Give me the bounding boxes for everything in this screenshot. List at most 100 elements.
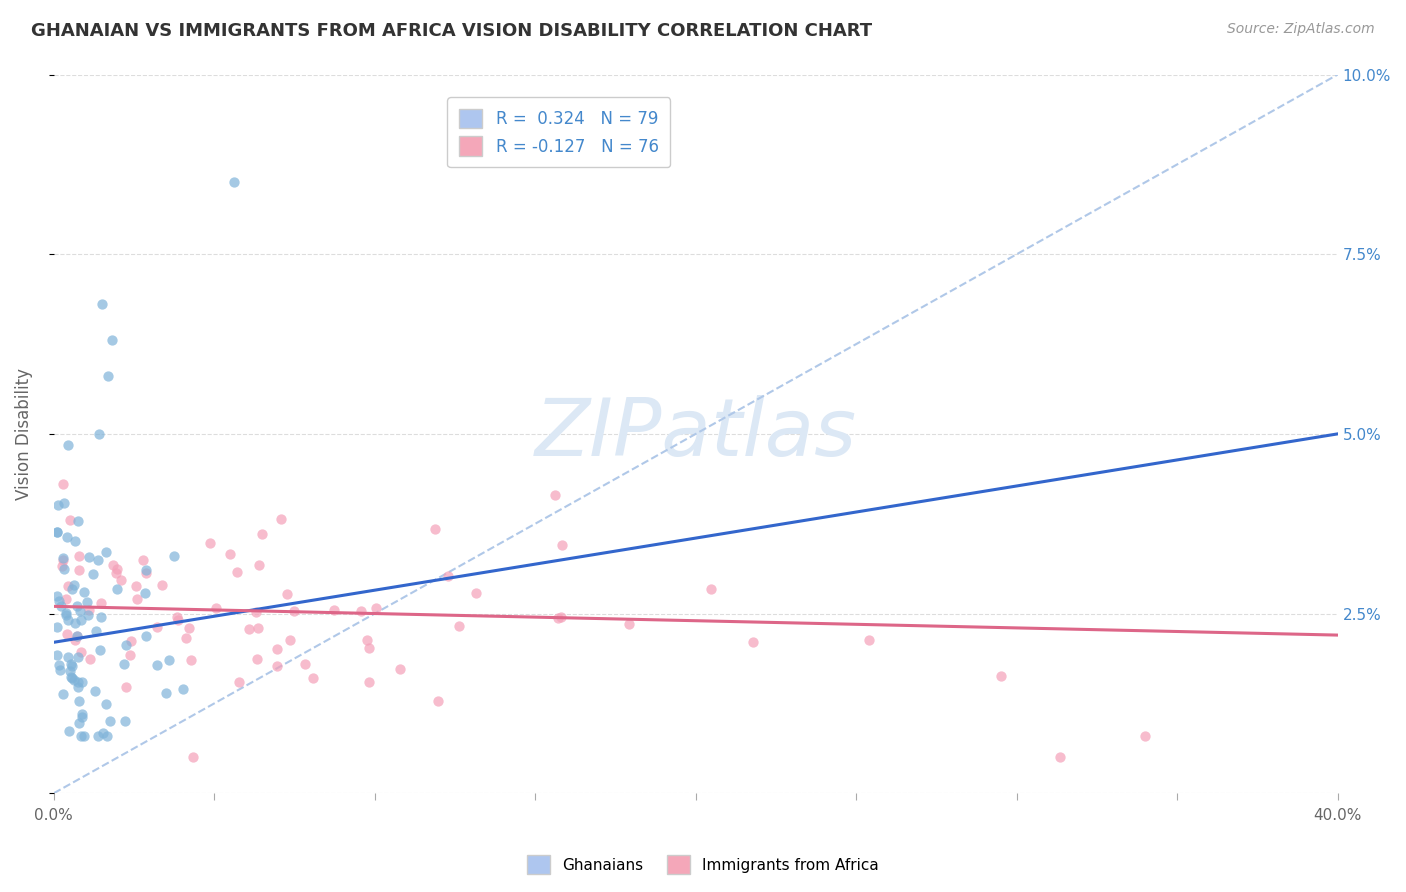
Point (155, 686, 177, 700)
Point (700, 582, 723, 596)
Point (547, 611, 569, 625)
Point (105, 582, 128, 596)
Point (204, 601, 226, 615)
Point (245, 605, 267, 619)
Point (741, 635, 763, 649)
Point (60, 659, 83, 673)
Point (146, 657, 169, 672)
Point (120, 633, 142, 648)
Point (94, 545, 117, 559)
Point (63, 616, 86, 631)
Point (67, 675, 90, 690)
Point (67, 563, 90, 577)
Point (66, 629, 89, 643)
Point (163, 549, 186, 564)
Point (246, 621, 269, 635)
Point (550, 538, 572, 552)
Point (135, 566, 157, 581)
Point (69, 694, 91, 708)
Point (72, 710, 94, 724)
Point (115, 638, 138, 652)
Point (86, 553, 108, 567)
Point (77, 603, 100, 617)
Point (98, 714, 121, 728)
Point (46, 648, 69, 662)
Point (157, 653, 180, 667)
Point (55, 606, 77, 620)
Point (90, 596, 112, 610)
Point (67, 549, 90, 564)
Point (150, 578, 173, 592)
Point (283, 604, 305, 618)
Point (180, 653, 202, 667)
Point (56, 649, 79, 664)
Point (72, 674, 94, 689)
Point (388, 662, 411, 676)
Point (65, 534, 87, 549)
Point (65, 633, 87, 648)
Point (56, 579, 79, 593)
Point (46, 498, 69, 512)
Point (58, 613, 80, 627)
Point (357, 640, 380, 655)
Point (76, 595, 98, 609)
Point (55, 592, 77, 607)
Point (63, 673, 86, 687)
Legend: R =  0.324   N = 79, R = -0.127   N = 76: R = 0.324 N = 79, R = -0.127 N = 76 (447, 97, 671, 168)
Point (56, 530, 79, 544)
Point (294, 657, 316, 671)
Point (266, 642, 288, 657)
Point (59, 513, 82, 527)
Point (135, 563, 157, 577)
Point (167, 613, 190, 627)
Text: ZIPatlas: ZIPatlas (534, 395, 856, 473)
Point (226, 565, 249, 579)
Point (56, 627, 79, 641)
Y-axis label: Vision Disability: Vision Disability (15, 368, 32, 500)
Point (46, 524, 69, 539)
Point (146, 620, 169, 634)
Point (200, 536, 222, 550)
Point (48, 657, 70, 672)
Text: GHANAIAN VS IMMIGRANTS FROM AFRICA VISION DISABILITY CORRELATION CHART: GHANAIAN VS IMMIGRANTS FROM AFRICA VISIO… (31, 22, 872, 40)
Point (118, 648, 141, 662)
Point (89, 643, 111, 657)
Point (437, 569, 460, 583)
Point (58, 723, 80, 738)
Point (69, 604, 91, 618)
Point (96, 729, 118, 743)
Point (246, 652, 269, 666)
Point (238, 622, 260, 636)
Point (425, 522, 447, 536)
Point (105, 566, 128, 581)
Point (67, 680, 90, 694)
Point (55, 607, 77, 622)
Point (48, 663, 70, 677)
Legend: Ghanaians, Immigrants from Africa: Ghanaians, Immigrants from Africa (522, 849, 884, 880)
Point (91, 725, 114, 739)
Point (77, 549, 100, 564)
Point (617, 617, 640, 632)
Point (1049, 750, 1071, 764)
Point (218, 547, 240, 561)
Point (114, 714, 136, 728)
Point (247, 558, 270, 572)
Point (110, 573, 132, 587)
Point (51, 599, 73, 613)
Point (53, 562, 76, 576)
Point (134, 586, 156, 600)
Point (66, 514, 89, 528)
Point (94, 698, 117, 712)
Point (1133, 729, 1156, 743)
Point (105, 562, 128, 576)
Point (77, 608, 100, 623)
Point (86, 624, 108, 638)
Point (350, 604, 373, 618)
Point (356, 633, 378, 648)
Point (66, 599, 89, 613)
Point (73, 729, 96, 743)
Point (87, 426, 110, 441)
Point (48, 593, 70, 607)
Point (222, 175, 245, 189)
Point (60, 582, 83, 597)
